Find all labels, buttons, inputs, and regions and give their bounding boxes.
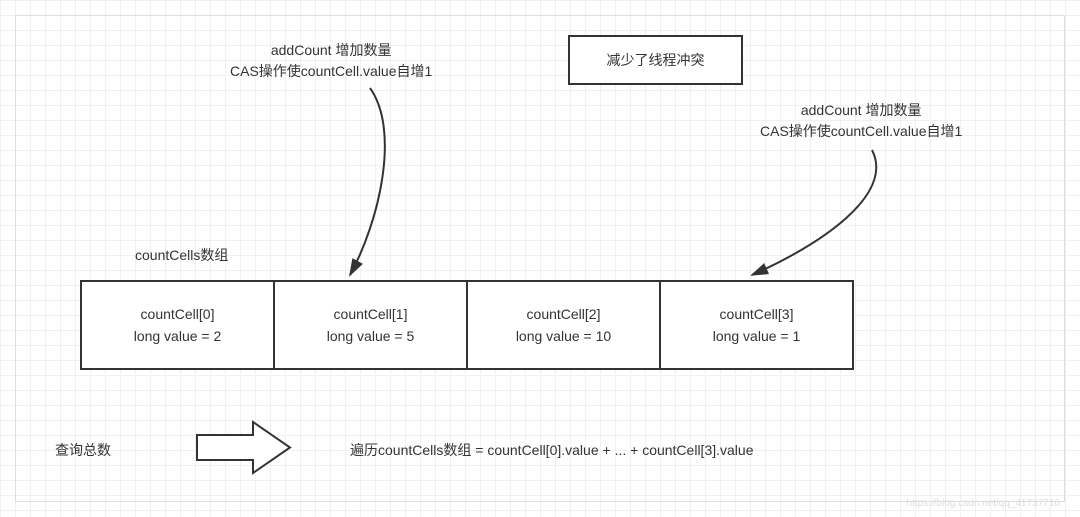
cell-3-value: long value = 1 [713, 325, 801, 347]
cell-0-name: countCell[0] [141, 303, 215, 325]
cell-2: countCell[2] long value = 10 [466, 280, 661, 370]
cell-0-value: long value = 2 [134, 325, 222, 347]
cell-2-value: long value = 10 [516, 325, 611, 347]
cell-1: countCell[1] long value = 5 [273, 280, 468, 370]
cell-3: countCell[3] long value = 1 [659, 280, 854, 370]
formula-text: 遍历countCells数组 = countCell[0].value + ..… [350, 440, 753, 461]
watermark: https://blog.csdn.net/qq_41737716 [907, 498, 1060, 509]
block-arrow-icon [195, 420, 295, 475]
query-label: 查询总数 [55, 440, 111, 461]
cell-1-value: long value = 5 [327, 325, 415, 347]
cell-3-name: countCell[3] [720, 303, 794, 325]
cell-2-name: countCell[2] [527, 303, 601, 325]
array-label: countCells数组 [135, 245, 228, 266]
cell-1-name: countCell[1] [334, 303, 408, 325]
cell-0: countCell[0] long value = 2 [80, 280, 275, 370]
cells-array: countCell[0] long value = 2 countCell[1]… [80, 280, 854, 370]
